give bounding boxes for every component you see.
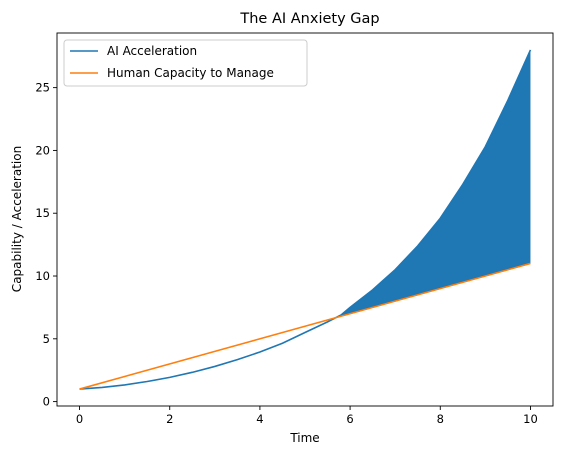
x-tick-label: 0 bbox=[76, 412, 83, 426]
y-tick-label: 20 bbox=[35, 143, 50, 157]
y-axis-label: Capability / Acceleration bbox=[10, 146, 24, 292]
x-tick-label: 8 bbox=[437, 412, 444, 426]
plot-area: 0 2 4 6 8 10 0 5 10 15 20 25 bbox=[35, 32, 554, 426]
series-line-ai-acceleration bbox=[79, 49, 532, 390]
legend-label: Human Capacity to Manage bbox=[107, 66, 274, 80]
y-tick-label: 10 bbox=[35, 269, 50, 283]
series-line-human-capacity bbox=[79, 262, 531, 390]
y-tick-label: 0 bbox=[43, 395, 50, 409]
legend-label: AI Acceleration bbox=[107, 44, 197, 58]
axes-frame bbox=[56, 32, 554, 407]
y-tick-label: 25 bbox=[35, 81, 50, 95]
legend-box bbox=[63, 39, 308, 87]
x-tick-label: 6 bbox=[346, 412, 353, 426]
x-axis-label: Time bbox=[289, 431, 319, 445]
legend: AI Acceleration Human Capacity to Manage bbox=[63, 39, 308, 87]
y-tick-label: 5 bbox=[43, 332, 50, 346]
x-tick-label: 10 bbox=[523, 412, 538, 426]
x-tick-label: 4 bbox=[256, 412, 263, 426]
x-tick-label: 2 bbox=[166, 412, 173, 426]
chart-title: The AI Anxiety Gap bbox=[239, 11, 379, 27]
y-tick-label: 15 bbox=[35, 206, 50, 220]
gap-fill-area bbox=[341, 49, 531, 317]
